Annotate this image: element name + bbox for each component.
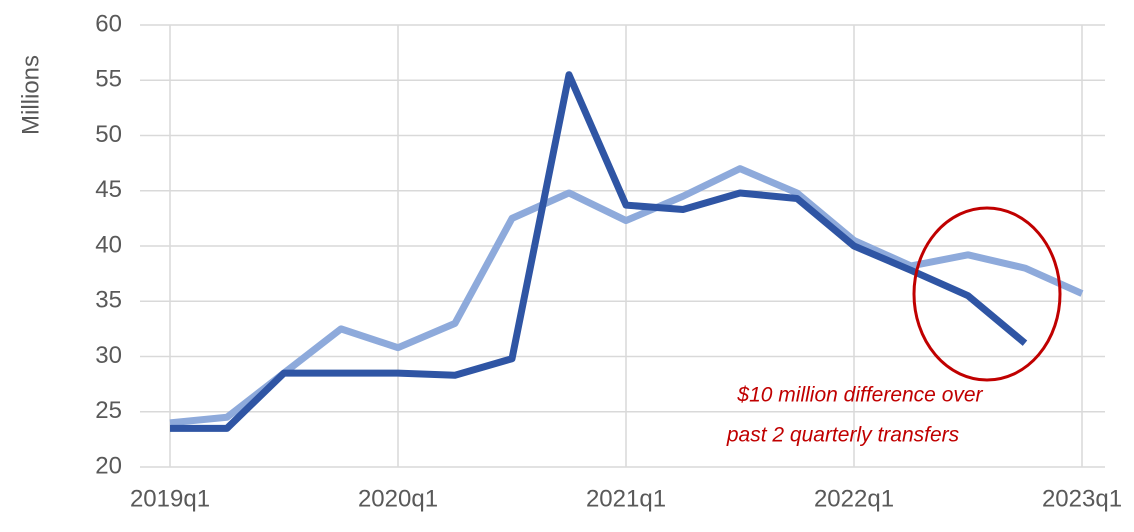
y-tick-label: 25 (95, 397, 122, 424)
y-tick-label: 30 (95, 342, 122, 369)
series-line (169, 165, 1084, 427)
x-tick-label: 2021q1 (586, 485, 666, 512)
y-axis-label: Millions (17, 55, 44, 135)
x-tick-label: 2020q1 (358, 485, 438, 512)
annotation: past 2 quarterly transfers (726, 424, 960, 447)
y-tick-label: 55 (95, 66, 122, 93)
y-tick-label: 20 (95, 452, 122, 479)
x-tick-label: 2019q1 (130, 485, 210, 512)
x-tick-label: 2022q1 (814, 485, 894, 512)
series-line (170, 71, 1028, 432)
x-tick-label: 2023q1 (1042, 485, 1122, 512)
highlight-circle (912, 206, 1062, 382)
y-tick-label: 60 (95, 10, 122, 37)
y-tick-label: 45 (95, 176, 122, 203)
y-tick-label: 50 (95, 121, 122, 148)
annotation: $10 million difference over (736, 384, 983, 407)
y-tick-label: 35 (95, 287, 122, 314)
y-tick-label: 40 (95, 231, 122, 258)
